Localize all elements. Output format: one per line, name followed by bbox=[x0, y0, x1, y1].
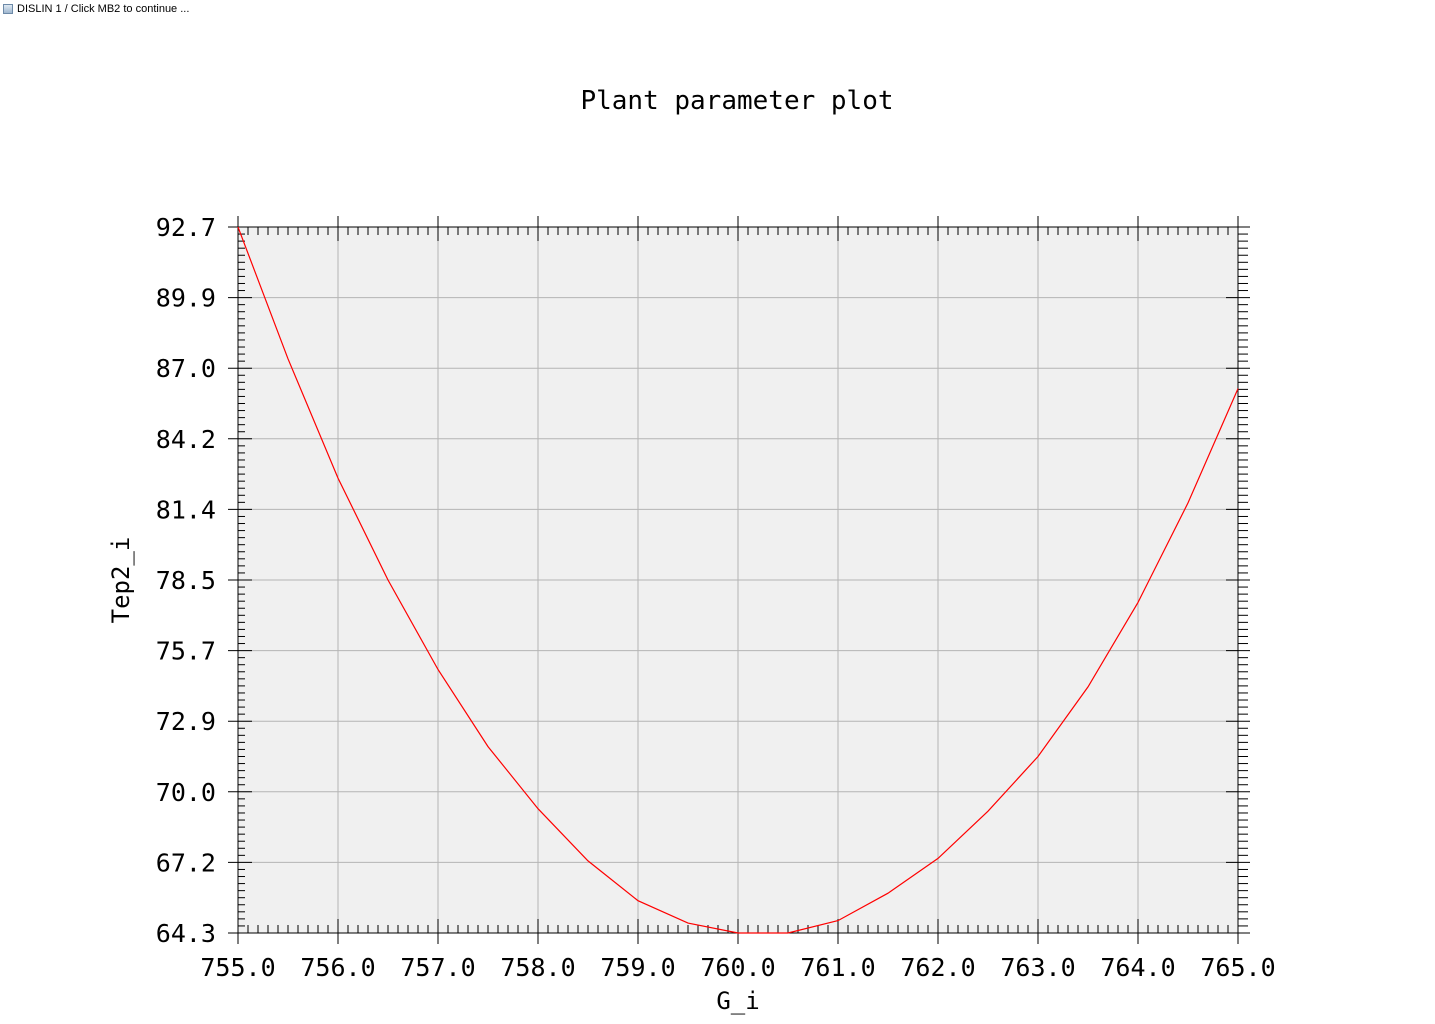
grid bbox=[238, 227, 1238, 933]
x-tick-label: 765.0 bbox=[1200, 953, 1275, 982]
minor-ticks bbox=[238, 227, 1248, 933]
y-tick-label: 75.7 bbox=[156, 637, 216, 666]
window-title: DISLIN 1 / Click MB2 to continue ... bbox=[17, 3, 190, 15]
x-tick-label: 764.0 bbox=[1100, 953, 1175, 982]
x-tick-label: 761.0 bbox=[800, 953, 875, 982]
y-tick-label: 64.3 bbox=[156, 919, 216, 948]
x-tick-label: 755.0 bbox=[200, 953, 275, 982]
y-tick-label: 84.2 bbox=[156, 425, 216, 454]
chart-title: Plant parameter plot bbox=[580, 86, 893, 116]
y-tick-label: 72.9 bbox=[156, 707, 216, 736]
y-tick-label: 92.7 bbox=[156, 213, 216, 242]
x-tick-label: 763.0 bbox=[1000, 953, 1075, 982]
y-tick-label: 87.0 bbox=[156, 354, 216, 383]
x-axis-label: G_i bbox=[716, 987, 759, 1015]
window-titlebar[interactable]: DISLIN 1 / Click MB2 to continue ... bbox=[0, 0, 1435, 20]
y-tick-label: 81.4 bbox=[156, 495, 216, 524]
x-tick-label: 758.0 bbox=[500, 953, 575, 982]
x-tick-label: 759.0 bbox=[600, 953, 675, 982]
x-tick-label: 756.0 bbox=[300, 953, 375, 982]
x-tick-label: 757.0 bbox=[400, 953, 475, 982]
y-tick-label: 70.0 bbox=[156, 778, 216, 807]
series-group bbox=[237, 226, 1239, 934]
y-axis-label: Tep2_i bbox=[107, 537, 135, 624]
series-line bbox=[237, 226, 1239, 934]
x-tick-labels: 755.0 756.0 757.0 758.0 759.0 760.0 761.0 762.0… bbox=[200, 953, 1275, 982]
x-tick-label: 762.0 bbox=[900, 953, 975, 982]
y-tick-label: 89.9 bbox=[156, 284, 216, 313]
x-tick-label: 760.0 bbox=[700, 953, 775, 982]
dislin-app-icon bbox=[3, 4, 13, 14]
y-tick-labels: 64.3 67.2 70.0 72.9 75.7 78.5 81.4 84.2 87.0 89.9… bbox=[156, 213, 216, 948]
y-tick-label: 78.5 bbox=[156, 566, 216, 595]
y-tick-label: 67.2 bbox=[156, 848, 216, 877]
